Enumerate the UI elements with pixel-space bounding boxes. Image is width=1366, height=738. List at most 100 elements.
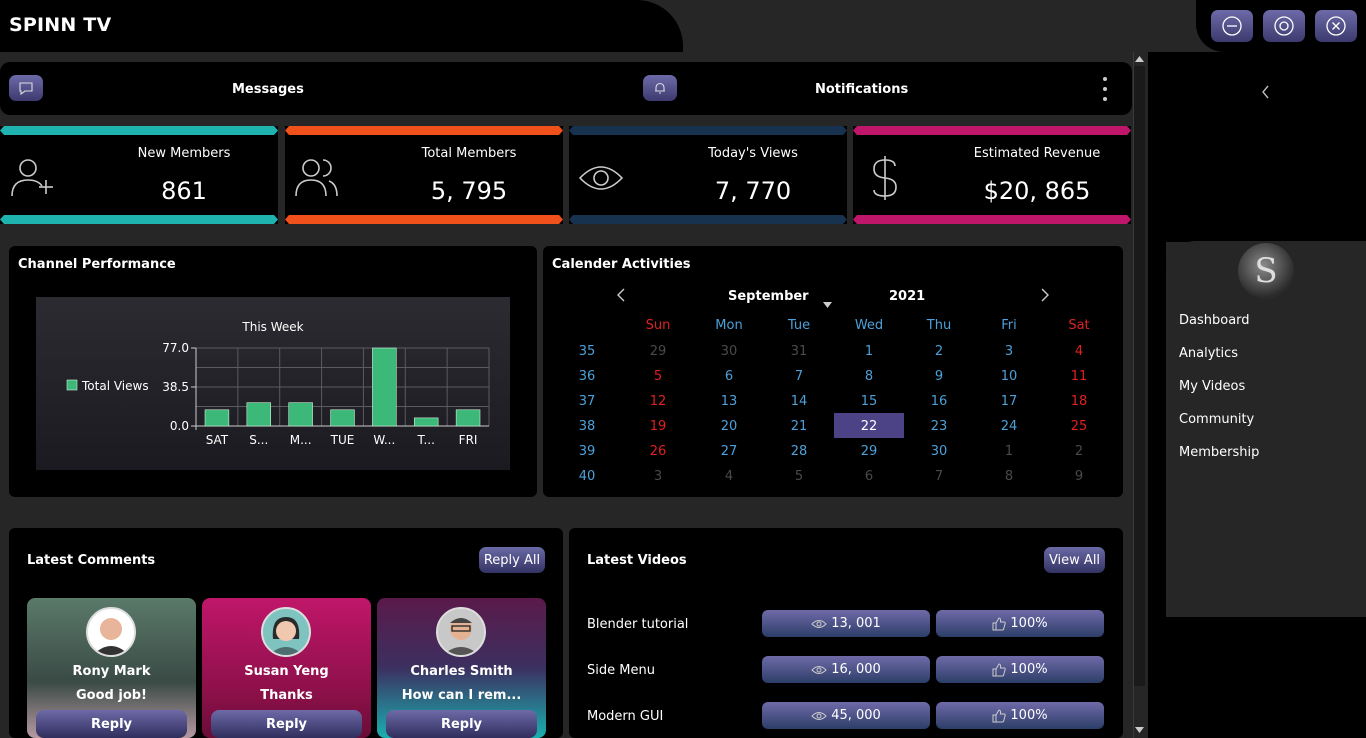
legend-swatch [66, 379, 78, 391]
calendar-day[interactable]: 23 [930, 419, 948, 434]
calendar-day[interactable]: 28 [790, 444, 808, 459]
calendar-day[interactable]: 13 [720, 394, 738, 409]
calendar-day[interactable]: 24 [1000, 419, 1018, 434]
comment-card: Susan Yeng Thanks Reply [202, 598, 371, 738]
calendar-day[interactable]: 11 [1070, 369, 1088, 384]
weekday-header: Tue [787, 318, 811, 333]
collapse-chevron-icon[interactable] [1258, 82, 1274, 102]
calendar-day[interactable]: 2 [934, 344, 944, 359]
calendar-next-icon[interactable] [1038, 287, 1052, 303]
calendar-day[interactable]: 21 [790, 419, 808, 434]
calendar-day[interactable]: 31 [790, 344, 808, 359]
calendar-day[interactable]: 17 [1000, 394, 1018, 409]
stat-accent-bar [569, 215, 847, 224]
eye-icon [811, 665, 827, 674]
avatar [261, 607, 311, 657]
scroll-down-icon[interactable] [1135, 727, 1144, 733]
calendar-day[interactable]: 27 [720, 444, 738, 459]
maximize-button[interactable] [1263, 10, 1305, 42]
calendar-prev-icon[interactable] [614, 287, 628, 303]
calendar-day[interactable]: 9 [1074, 469, 1084, 484]
video-title: Modern GUI [587, 709, 664, 724]
view-all-button[interactable]: View All [1044, 547, 1105, 573]
sidebar-item-membership[interactable]: Membership [1179, 445, 1260, 460]
minimize-button[interactable] [1211, 10, 1253, 42]
weekday-header: Sat [1068, 318, 1090, 333]
thumbs-up-icon [992, 708, 1007, 722]
video-views-button[interactable]: 13, 001 [762, 610, 930, 637]
calendar-day[interactable]: 12 [649, 394, 667, 409]
calendar-day[interactable]: 2 [1074, 444, 1084, 459]
x-tick-label: W... [373, 433, 395, 447]
calendar-day[interactable]: 18 [1070, 394, 1088, 409]
scrollbar-thumb[interactable] [1134, 66, 1145, 686]
calendar-day[interactable]: 30 [720, 344, 738, 359]
sidebar-item-analytics[interactable]: Analytics [1179, 346, 1239, 361]
reply-button[interactable]: Reply [386, 710, 537, 738]
month-dropdown-icon[interactable] [823, 302, 832, 308]
calendar-day[interactable]: 26 [649, 444, 667, 459]
channel-logo: S [1238, 243, 1294, 299]
calendar-day[interactable]: 16 [930, 394, 948, 409]
more-options-icon[interactable] [1101, 76, 1109, 102]
calendar-day[interactable]: 25 [1070, 419, 1088, 434]
calendar-day[interactable]: 5 [794, 469, 804, 484]
calendar-day[interactable]: 5 [653, 369, 663, 384]
calendar-day[interactable]: 8 [1004, 469, 1014, 484]
calendar-day[interactable]: 10 [1000, 369, 1018, 384]
video-likes-button[interactable]: 100% [936, 702, 1104, 729]
calendar-day[interactable]: 4 [1074, 344, 1084, 359]
video-views: 13, 001 [831, 616, 881, 631]
calendar-day[interactable]: 29 [860, 444, 878, 459]
calendar-day[interactable]: 6 [724, 369, 734, 384]
bar [288, 402, 313, 427]
calendar-day[interactable]: 3 [1004, 344, 1014, 359]
calendar-day[interactable]: 22 [860, 419, 878, 434]
video-views: 45, 000 [831, 708, 881, 723]
sidebar-item-my-videos[interactable]: My Videos [1179, 379, 1246, 394]
latest-comments-title: Latest Comments [27, 553, 156, 568]
sidebar-item-dashboard[interactable]: Dashboard [1179, 313, 1250, 328]
reply-button[interactable]: Reply [211, 710, 362, 738]
messages-button[interactable] [9, 75, 43, 101]
calendar-day[interactable]: 15 [860, 394, 878, 409]
calendar-day[interactable]: 6 [864, 469, 874, 484]
stat-label: New Members [137, 146, 231, 161]
video-likes-button[interactable]: 100% [936, 656, 1104, 683]
notifications-button[interactable] [643, 75, 677, 101]
close-button[interactable] [1315, 10, 1357, 42]
calendar-day[interactable]: 20 [720, 419, 738, 434]
calendar-day[interactable]: 1 [864, 344, 874, 359]
calendar-day[interactable]: 4 [724, 469, 734, 484]
calendar-year[interactable]: 2021 [889, 289, 926, 304]
calendar-day[interactable]: 29 [649, 344, 667, 359]
reply-all-button[interactable]: Reply All [479, 547, 545, 573]
maximize-icon [1274, 16, 1294, 36]
sidebar-item-community[interactable]: Community [1179, 412, 1255, 427]
chart-area [36, 297, 510, 470]
side-menu-footer [1148, 617, 1366, 738]
video-views-button[interactable]: 45, 000 [762, 702, 930, 729]
bar [372, 347, 397, 427]
calendar-day[interactable]: 14 [790, 394, 808, 409]
y-tick-label: 77.0 [162, 341, 189, 355]
calendar-day[interactable]: 19 [649, 419, 667, 434]
calendar-day[interactable]: 9 [934, 369, 944, 384]
calendar-day[interactable]: 3 [653, 469, 663, 484]
video-views-button[interactable]: 16, 000 [762, 656, 930, 683]
calendar-day[interactable]: 7 [934, 469, 944, 484]
video-views: 16, 000 [831, 662, 881, 677]
reply-button[interactable]: Reply [36, 710, 187, 738]
calendar-day[interactable]: 7 [794, 369, 804, 384]
comment-author: Susan Yeng [244, 664, 329, 679]
week-number: 38 [578, 419, 596, 434]
app-title: SPINN TV [9, 14, 112, 36]
scroll-up-icon[interactable] [1135, 56, 1144, 62]
stat-value: 861 [161, 177, 207, 205]
weekday-header: Thu [926, 318, 952, 333]
calendar-day[interactable]: 8 [864, 369, 874, 384]
calendar-day[interactable]: 1 [1004, 444, 1014, 459]
calendar-month[interactable]: September [728, 289, 809, 304]
calendar-day[interactable]: 30 [930, 444, 948, 459]
video-likes-button[interactable]: 100% [936, 610, 1104, 637]
